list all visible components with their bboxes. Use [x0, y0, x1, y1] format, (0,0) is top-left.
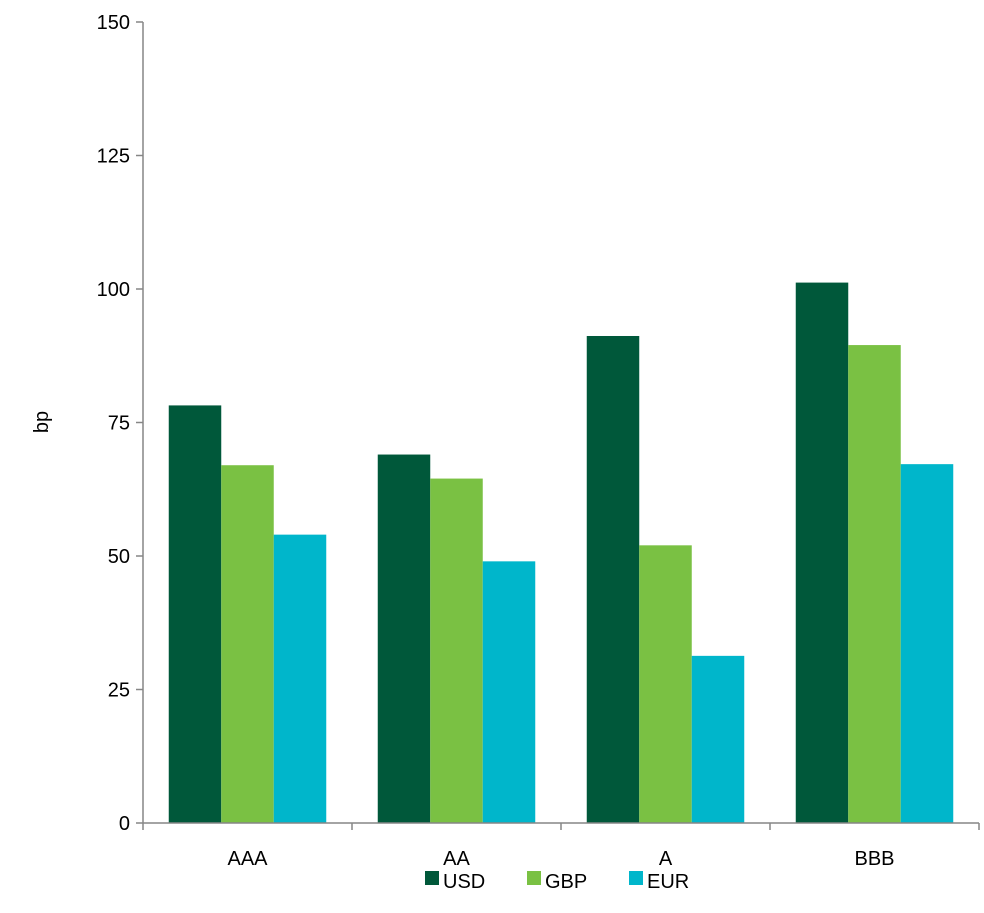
- bar-gbp-bbb: [848, 345, 901, 823]
- legend-label-usd: USD: [443, 871, 485, 893]
- bar-usd-a: [586, 335, 640, 823]
- y-axis: 0 25 50 75 100 125 150: [97, 12, 144, 835]
- bar-usd-bbb: [795, 282, 849, 823]
- y-tick-label: 150: [97, 12, 130, 34]
- x-tick-label: BBB: [854, 848, 894, 870]
- x-tick-label: AA: [443, 848, 470, 870]
- y-tick-label: 25: [108, 680, 130, 702]
- bar-gbp-a: [639, 545, 692, 823]
- legend-label-eur: EUR: [647, 871, 689, 893]
- legend: USD GBP EUR: [425, 871, 689, 893]
- bar-gbp-aaa: [221, 465, 274, 823]
- y-tick-label: 0: [119, 813, 130, 835]
- plot-area: [168, 282, 954, 823]
- bar-usd-aaa: [168, 405, 222, 823]
- bar-usd-aa: [377, 454, 431, 823]
- y-tick-label: 75: [108, 413, 130, 435]
- legend-swatch-usd: [425, 871, 439, 885]
- legend-swatch-eur: [629, 871, 643, 885]
- y-tick-label: 100: [97, 279, 130, 301]
- bar-gbp-aa: [430, 478, 483, 823]
- x-tick-label: A: [659, 848, 673, 870]
- y-axis-title: bp: [31, 411, 53, 433]
- y-tick-label: 50: [108, 546, 130, 568]
- bar-eur-bbb: [900, 464, 954, 823]
- bar-eur-aaa: [273, 534, 327, 823]
- y-tick-label: 125: [97, 146, 130, 168]
- bar-eur-aa: [482, 561, 536, 823]
- x-tick-label: AAA: [227, 848, 268, 870]
- x-axis: AAA AA A BBB: [142, 822, 980, 870]
- legend-label-gbp: GBP: [545, 871, 587, 893]
- bar-eur-a: [691, 655, 745, 823]
- legend-swatch-gbp: [527, 871, 541, 885]
